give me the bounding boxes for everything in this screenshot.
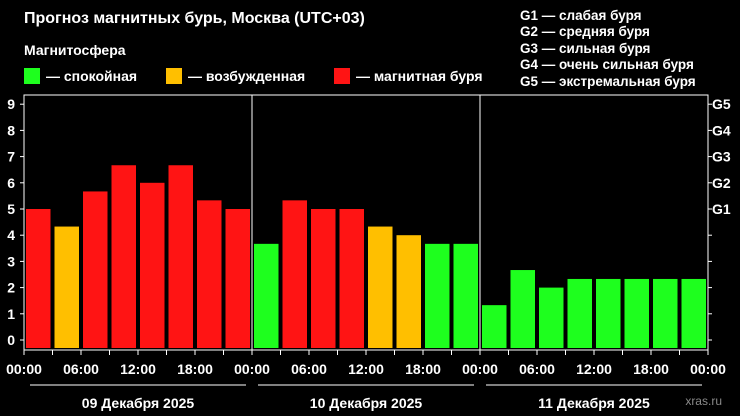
bar [26, 209, 51, 348]
y-tick-label: 5 [7, 201, 15, 217]
day-labels: 09 Декабря 2025 10 Декабря 2025 11 Декабря… [30, 384, 702, 411]
bar [254, 243, 279, 348]
x-tick-label: 18:00 [177, 361, 213, 377]
legend-label-active: — возбужденная [188, 68, 306, 84]
bar [681, 278, 706, 348]
bar [197, 200, 222, 348]
bar [311, 209, 336, 348]
legend-item-active: — возбужденная [166, 68, 305, 84]
storm-scale-g5: G5 — экстремальная буря [520, 73, 696, 89]
legend-item-storm: — магнитная буря [334, 68, 483, 84]
storm-scale-g3: G3 — сильная буря [520, 40, 651, 56]
y-tick-label: 1 [7, 306, 15, 322]
g-scale-label: G1 [712, 201, 731, 217]
x-tick-label: 06:00 [63, 361, 99, 377]
storm-scale-g1: G1 — слабая буря [520, 8, 642, 23]
x-tick-label: 06:00 [519, 361, 555, 377]
x-tick-label: 12:00 [348, 361, 384, 377]
g-scale-label: G4 [712, 122, 731, 138]
bar [653, 278, 678, 348]
g-scale-axis: G1 G2 G3 G4 G5 [708, 96, 731, 341]
x-tick-label: 00:00 [234, 361, 270, 377]
g-scale-label: G3 [712, 149, 731, 165]
g-scale-label: G2 [712, 175, 731, 191]
y-tick-label: 7 [7, 149, 15, 165]
x-tick-label: 18:00 [633, 361, 669, 377]
bar [83, 191, 108, 348]
bars [26, 165, 706, 348]
bar [482, 305, 507, 348]
y-tick-label: 2 [7, 280, 15, 296]
bar [596, 278, 621, 348]
bar [539, 287, 564, 348]
bar [396, 235, 421, 348]
legend-title: Магнитосфера [24, 42, 126, 58]
storm-scale-legend: G1 — слабая буря G2 — средняя буря G3 — … [520, 8, 696, 90]
x-axis: 00:00 06:00 12:00 18:00 00:00 06:00 12:00 18:00… [6, 350, 726, 377]
bar [567, 278, 592, 348]
legend-swatch-active [166, 68, 182, 84]
storm-scale-g2: G2 — средняя буря [520, 24, 650, 40]
bar [168, 165, 193, 348]
legend-swatch-quiet [24, 68, 40, 84]
x-tick-label: 00:00 [690, 361, 726, 377]
y-tick-label: 6 [7, 175, 15, 191]
bar [624, 278, 649, 348]
x-tick-label: 00:00 [6, 361, 42, 377]
x-tick-label: 00:00 [462, 361, 498, 377]
day-label: 11 Декабря 2025 [538, 395, 650, 411]
day-label: 09 Декабря 2025 [82, 395, 195, 411]
legend-swatch-storm [334, 68, 350, 84]
y-tick-label: 0 [7, 332, 15, 348]
legend-label-quiet: — спокойная [46, 68, 138, 84]
x-tick-label: 12:00 [120, 361, 156, 377]
bar [140, 182, 165, 348]
storm-scale-g4: G4 — очень сильная буря [520, 57, 694, 73]
watermark: xras.ru [685, 394, 722, 408]
y-tick-label: 4 [7, 227, 15, 243]
bar [368, 226, 393, 348]
bar [111, 165, 136, 348]
y-axis: 0 1 2 3 4 5 6 7 8 9 [7, 96, 24, 348]
x-tick-label: 18:00 [405, 361, 441, 377]
bar [453, 243, 478, 348]
y-tick-label: 9 [7, 96, 15, 112]
bar [225, 209, 250, 348]
x-tick-label: 12:00 [576, 361, 612, 377]
legend-label-storm: — магнитная буря [356, 68, 483, 84]
day-label: 10 Декабря 2025 [310, 395, 423, 411]
y-tick-label: 8 [7, 122, 15, 138]
bar [339, 209, 364, 348]
bar [510, 270, 535, 348]
chart-title: Прогноз магнитных бурь, Москва (UTC+03) [24, 10, 365, 27]
legend-item-quiet: — спокойная [24, 68, 137, 84]
x-tick-label: 06:00 [291, 361, 327, 377]
y-tick-label: 3 [7, 253, 15, 269]
bar [54, 226, 79, 348]
bar [425, 243, 450, 348]
bar [282, 200, 307, 348]
g-scale-label: G5 [712, 96, 731, 112]
